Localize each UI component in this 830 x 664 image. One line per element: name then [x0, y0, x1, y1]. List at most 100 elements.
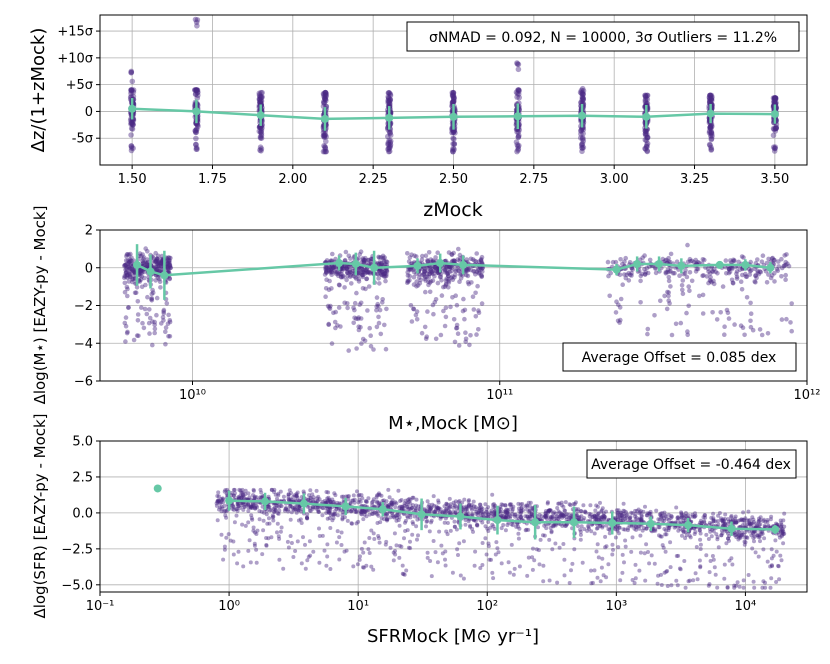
scatter-point — [326, 499, 330, 504]
scatter-point — [338, 324, 343, 329]
scatter-point — [322, 132, 329, 138]
scatter-point — [620, 261, 625, 267]
trend-point — [646, 519, 655, 528]
scatter-point — [466, 512, 471, 517]
scatter-point — [664, 306, 670, 312]
scatter-point — [445, 273, 451, 279]
scatter-point — [708, 96, 714, 103]
scatter-point — [257, 123, 264, 129]
scatter-point — [712, 565, 717, 570]
scatter-point — [644, 96, 651, 103]
scatter-point — [422, 266, 428, 272]
scatter-point — [310, 505, 315, 510]
scatter-point — [344, 266, 349, 271]
scatter-point — [774, 549, 779, 554]
scatter-point — [772, 100, 778, 106]
scatter-point — [580, 97, 586, 103]
scatter-point — [214, 503, 219, 508]
scatter-point — [127, 272, 132, 277]
scatter-point — [781, 263, 786, 269]
scatter-point — [653, 266, 658, 271]
scatter-point — [555, 506, 560, 510]
scatter-point — [492, 513, 497, 517]
scatter-point — [594, 516, 599, 521]
scatter-point — [594, 503, 599, 508]
scatter-point — [246, 548, 251, 553]
scatter-point — [349, 509, 354, 514]
scatter-point — [499, 513, 504, 518]
scatter-point — [738, 323, 744, 329]
scatter-point — [379, 516, 384, 521]
scatter-point — [364, 514, 369, 519]
scatter-point — [360, 270, 365, 275]
scatter-point — [567, 581, 572, 585]
scatter-point — [727, 269, 733, 275]
scatter-point — [127, 266, 133, 271]
scatter-point — [365, 269, 371, 275]
scatter-point — [727, 534, 732, 539]
scatter-point — [256, 128, 263, 135]
scatter-point — [299, 561, 304, 566]
scatter-point — [490, 492, 495, 497]
scatter-point — [387, 129, 394, 136]
scatter-point — [714, 532, 719, 537]
scatter-point — [674, 259, 680, 265]
scatter-point — [294, 494, 299, 498]
scatter-point — [136, 333, 141, 339]
scatter-point — [747, 272, 753, 277]
scatter-point — [726, 316, 732, 321]
scatter-point — [542, 515, 547, 520]
scatter-point — [656, 517, 661, 522]
scatter-point — [339, 508, 343, 513]
scatter-point — [386, 137, 393, 144]
scatter-point — [505, 510, 510, 515]
scatter-point — [296, 508, 301, 513]
scatter-point — [432, 264, 438, 270]
scatter-point — [409, 319, 415, 324]
scatter-point — [150, 342, 155, 348]
scatter-point — [648, 512, 653, 516]
scatter-point — [615, 513, 620, 518]
y-tick-label: −5.0 — [61, 578, 93, 593]
scatter-point — [653, 527, 658, 532]
scatter-point — [603, 515, 608, 520]
scatter-point — [668, 565, 673, 570]
scatter-point — [576, 507, 581, 512]
scatter-point — [598, 579, 603, 584]
scatter-point — [320, 133, 327, 139]
scatter-point — [515, 514, 520, 519]
scatter-point — [406, 259, 412, 264]
scatter-point — [555, 580, 560, 585]
scatter-point — [514, 148, 520, 155]
scatter-point — [556, 501, 561, 506]
scatter-point — [246, 509, 251, 513]
scatter-point — [156, 261, 162, 266]
scatter-point — [468, 333, 473, 338]
scatter-point — [552, 510, 557, 515]
scatter-point — [381, 255, 386, 261]
scatter-point — [449, 99, 456, 105]
scatter-point — [122, 262, 128, 268]
scatter-point — [462, 307, 468, 313]
scatter-point — [453, 293, 459, 299]
scatter-point — [492, 510, 497, 515]
scatter-point — [386, 101, 393, 107]
scatter-point — [771, 96, 778, 102]
scatter-point — [622, 272, 627, 277]
scatter-point — [616, 517, 620, 522]
scatter-point — [403, 520, 407, 525]
scatter-point — [167, 258, 172, 264]
scatter-point — [669, 513, 674, 518]
scatter-point — [452, 130, 458, 136]
scatter-point — [700, 292, 706, 298]
scatter-point — [325, 554, 330, 559]
scatter-point — [606, 562, 611, 567]
scatter-point — [703, 513, 707, 518]
scatter-point — [633, 512, 638, 517]
scatter-point — [290, 506, 295, 511]
scatter-point — [755, 268, 760, 274]
scatter-point — [783, 259, 788, 265]
scatter-point — [442, 268, 448, 273]
scatter-point — [124, 252, 130, 257]
scatter-point — [676, 553, 681, 558]
